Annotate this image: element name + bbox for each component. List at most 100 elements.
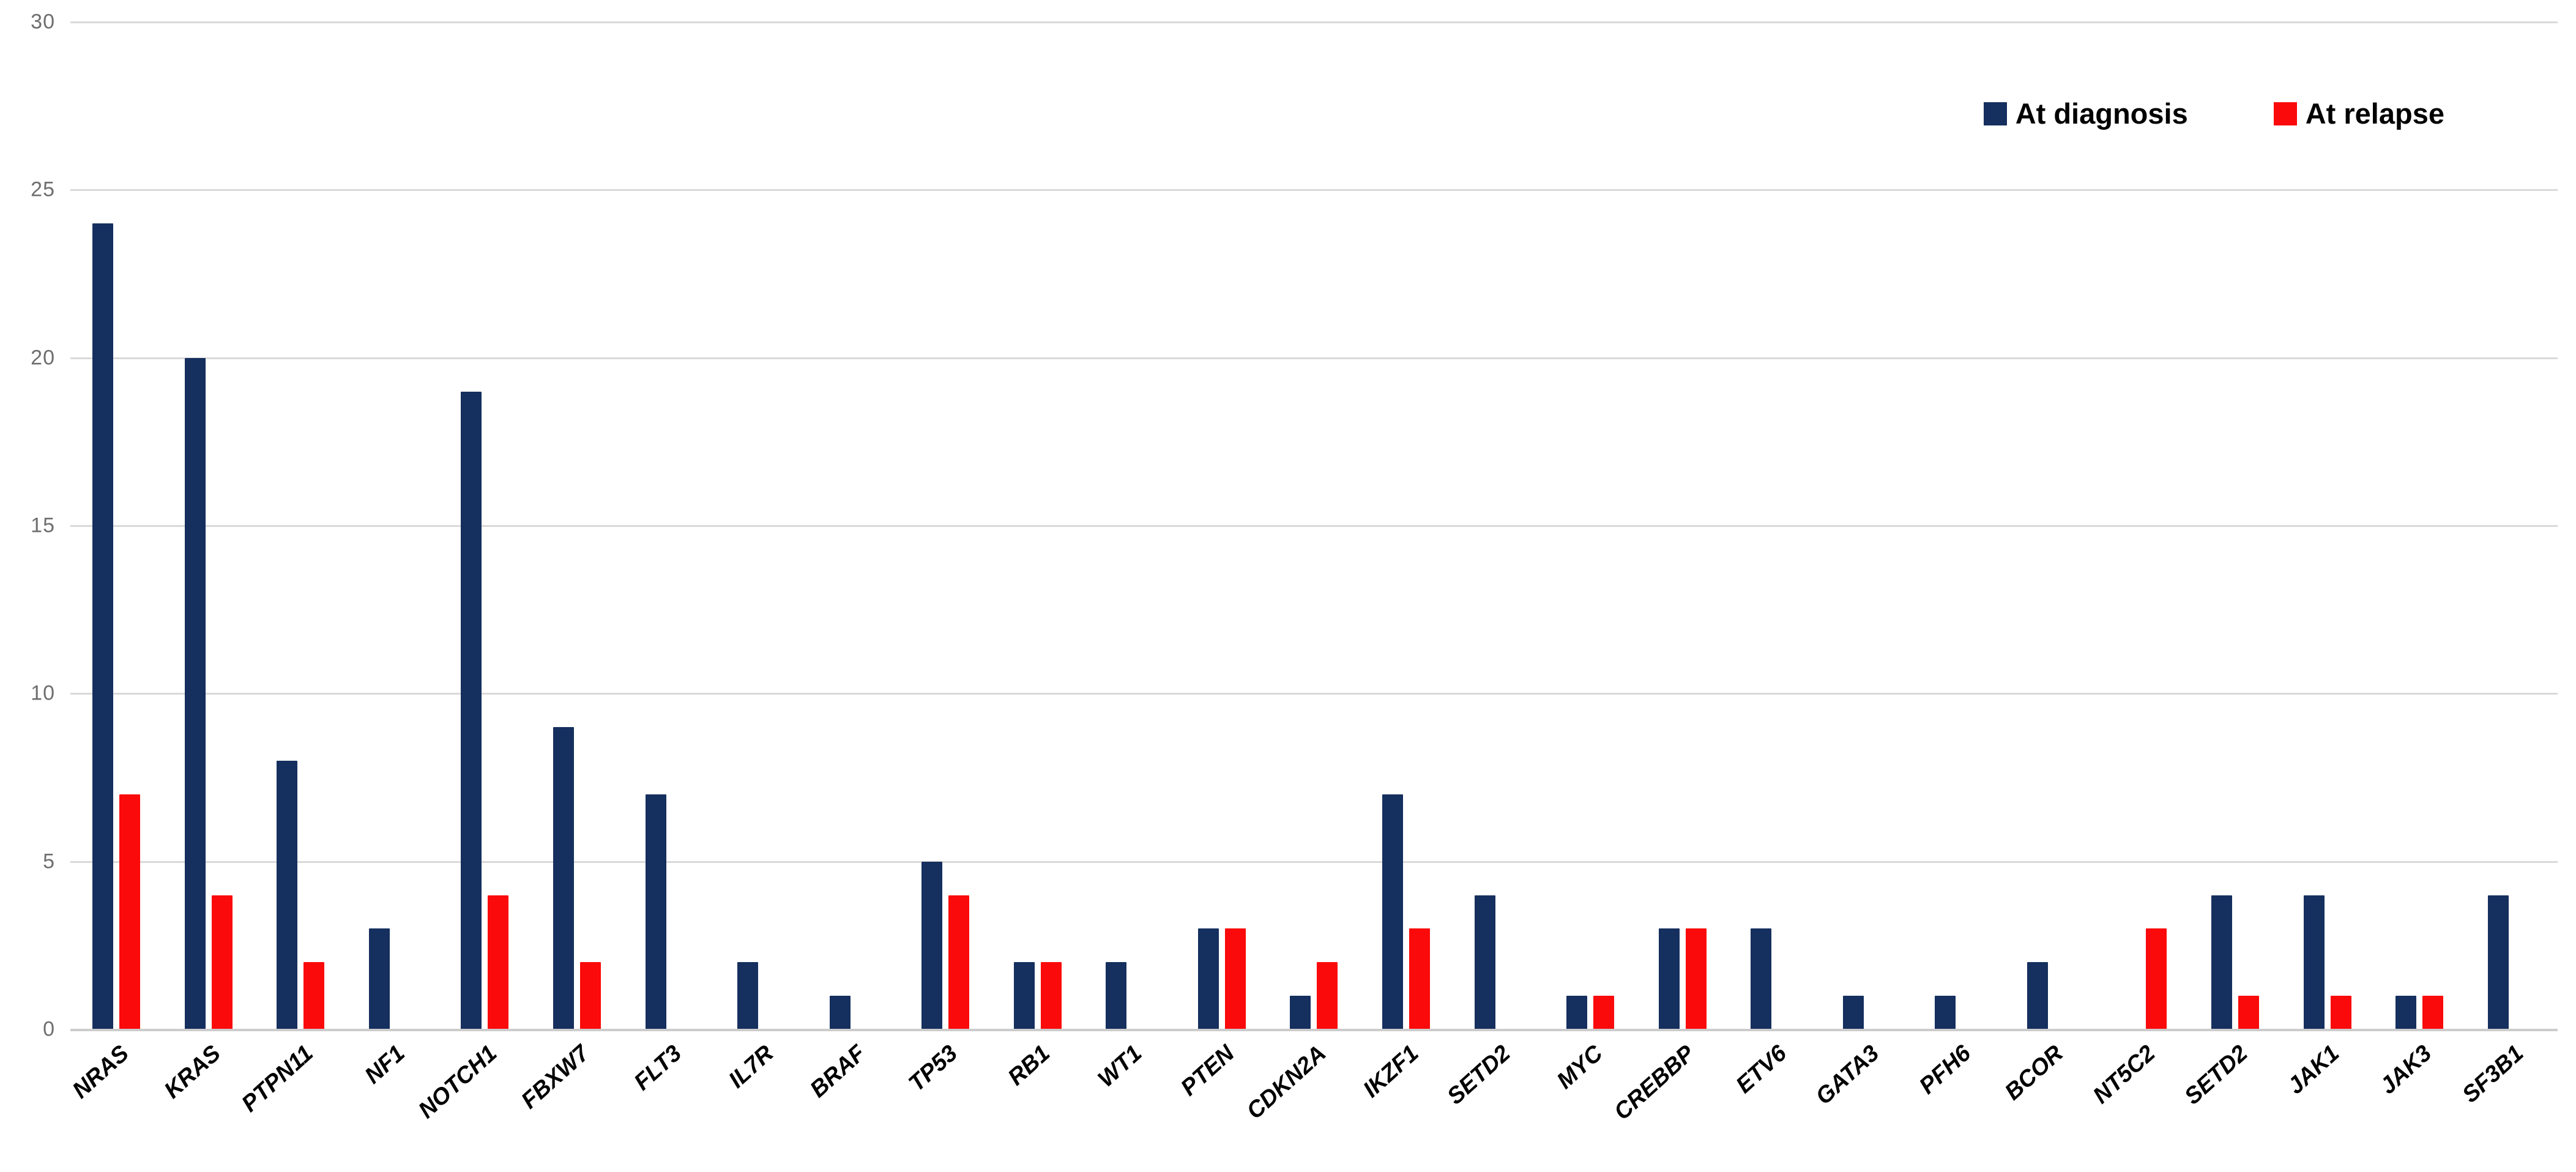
gridline — [70, 693, 2558, 695]
bar-at-diagnosis-fbxw7 — [553, 727, 575, 1029]
bar-group-nt5c2 — [2097, 22, 2189, 1029]
legend-label: At relapse — [2305, 97, 2444, 130]
x-axis-label-text: JAK3 — [2375, 1040, 2437, 1100]
bar-group-fbxw7 — [531, 22, 624, 1029]
y-tick-label: 0 — [43, 1017, 55, 1041]
bar-at-diagnosis-cdkn2a — [1290, 996, 1311, 1029]
x-axis-label-text: NT5C2 — [2088, 1040, 2161, 1109]
bar-group-kras — [163, 22, 255, 1029]
x-axis-label-myc: MYC — [1539, 1040, 1607, 1094]
x-axis-label-text: RB1 — [1003, 1040, 1055, 1091]
bar-at-diagnosis-crebbp — [1658, 928, 1680, 1029]
bar-at-diagnosis-rb1 — [1013, 962, 1035, 1029]
bar-group-tp53 — [899, 22, 992, 1029]
x-axis-label-gata3: GATA3 — [1792, 1040, 1884, 1110]
bar-group-gata3 — [1821, 22, 1913, 1029]
x-axis-label-pfh6: PFH6 — [1899, 1040, 1976, 1099]
bar-at-diagnosis-jak1 — [2303, 895, 2325, 1029]
bar-group-flt3 — [623, 22, 715, 1029]
bar-group-ikzf1 — [1360, 22, 1453, 1029]
bar-at-diagnosis-pfh6 — [1935, 996, 1956, 1029]
bar-group-wt1 — [1084, 22, 1176, 1029]
plot-area — [70, 21, 2558, 1031]
bar-at-relapse-jak1 — [2330, 996, 2351, 1029]
relapse-swatch-icon — [2273, 102, 2297, 125]
bar-at-diagnosis-notch1 — [461, 391, 482, 1029]
x-axis-label-text: FLT3 — [629, 1040, 687, 1096]
bar-at-diagnosis-kras — [184, 357, 206, 1029]
y-tick-label: 10 — [31, 681, 55, 705]
bar-at-diagnosis-il7r — [737, 962, 759, 1029]
x-axis-label-crebbp: CREBBP — [1584, 1040, 1699, 1125]
bar-at-diagnosis-nf1 — [368, 928, 390, 1029]
x-axis-label-nt5c2: NT5C2 — [2069, 1040, 2161, 1109]
x-axis-label-nf1: NF1 — [349, 1040, 410, 1089]
bar-at-relapse-fbxw7 — [580, 962, 601, 1029]
bar-at-diagnosis-ikzf1 — [1382, 794, 1404, 1029]
x-axis-label-text: ETV6 — [1731, 1040, 1792, 1099]
bar-at-relapse-setd2 — [2238, 996, 2260, 1029]
x-axis-label-text: CDKN2A — [1241, 1040, 1331, 1125]
y-tick-label: 20 — [31, 346, 55, 370]
x-axis-label-text: IL7R — [723, 1040, 779, 1094]
x-axis-label-bcor: BCOR — [1982, 1040, 2068, 1105]
x-axis-label-cdkn2a: CDKN2A — [1217, 1040, 1331, 1124]
bar-group-pfh6 — [1913, 22, 2005, 1029]
bar-at-diagnosis-flt3 — [645, 794, 666, 1029]
bar-group-myc — [1544, 22, 1637, 1029]
bar-group-etv6 — [1729, 22, 1821, 1029]
bar-group-rb1 — [992, 22, 1084, 1029]
bar-at-relapse-jak3 — [2422, 996, 2444, 1029]
gridline — [70, 860, 2558, 863]
bar-group-nf1 — [347, 22, 439, 1029]
bar-at-relapse-ikzf1 — [1409, 928, 1431, 1029]
bar-at-diagnosis-braf — [829, 996, 851, 1029]
bar-group-bcor — [2005, 22, 2098, 1029]
legend-item-at-diagnosis: At diagnosis — [1983, 97, 2188, 130]
legend-item-at-relapse: At relapse — [2273, 97, 2444, 130]
x-axis-label-rb1: RB1 — [991, 1040, 1055, 1091]
bar-at-diagnosis-etv6 — [1751, 928, 1772, 1029]
x-axis-label-setd2: SETD2 — [2161, 1040, 2252, 1110]
x-axis-label-text: NOTCH1 — [414, 1040, 502, 1124]
gridline — [70, 21, 2558, 23]
bar-at-relapse-rb1 — [1040, 962, 1062, 1029]
diagnosis-swatch-icon — [1983, 102, 2007, 125]
x-axis-label-sf3b1: SF3B1 — [2439, 1040, 2529, 1108]
bar-group-jak3 — [2373, 22, 2466, 1029]
y-tick-label: 15 — [31, 513, 55, 537]
x-axis-label-notch1: NOTCH1 — [389, 1040, 502, 1124]
gridline — [70, 525, 2558, 527]
x-axis-label-text: GATA3 — [1811, 1040, 1884, 1110]
bar-group-setd2 — [2189, 22, 2282, 1029]
bar-at-diagnosis-gata3 — [1842, 996, 1864, 1029]
x-axis-label-il7r: IL7R — [711, 1040, 778, 1093]
bar-at-diagnosis-tp53 — [921, 861, 943, 1029]
x-axis-label-jak1: JAK1 — [2268, 1040, 2344, 1099]
y-tick-label: 30 — [31, 10, 55, 34]
y-axis: 0 5 10 15 20 25 30 — [0, 10, 59, 1041]
bar-at-diagnosis-setd2 — [1474, 895, 1495, 1029]
x-axis-label-kras: KRAS — [143, 1040, 226, 1103]
x-axis-label-text: BCOR — [2000, 1040, 2069, 1106]
bar-at-diagnosis-ptpn11 — [277, 761, 298, 1029]
bar-group-jak1 — [2281, 22, 2373, 1029]
gridline — [70, 189, 2558, 192]
x-axis-label-text: IKZF1 — [1358, 1040, 1424, 1103]
bar-at-diagnosis-setd2 — [2211, 895, 2233, 1029]
bar-at-relapse-pten — [1224, 928, 1246, 1029]
bar-at-diagnosis-jak3 — [2395, 996, 2417, 1029]
bar-at-diagnosis-bcor — [2027, 962, 2048, 1029]
x-axis: NRAS KRAS PTPN11 NF1 NOTCH1 FBXW7 FLT3 IL7R BRAF… — [67, 1040, 2558, 1172]
y-tick-label: 25 — [31, 177, 55, 201]
x-axis-baseline — [70, 1029, 2558, 1031]
bar-at-diagnosis-sf3b1 — [2487, 895, 2509, 1029]
x-axis-label-text: FBXW7 — [516, 1040, 595, 1114]
bar-group-nras — [70, 22, 163, 1029]
x-axis-label-text: WT1 — [1093, 1040, 1147, 1092]
bar-at-diagnosis-wt1 — [1106, 962, 1127, 1029]
bar-at-relapse-myc — [1593, 996, 1615, 1029]
bar-at-diagnosis-myc — [1566, 996, 1588, 1029]
legend: At diagnosis At relapse — [1983, 97, 2444, 130]
